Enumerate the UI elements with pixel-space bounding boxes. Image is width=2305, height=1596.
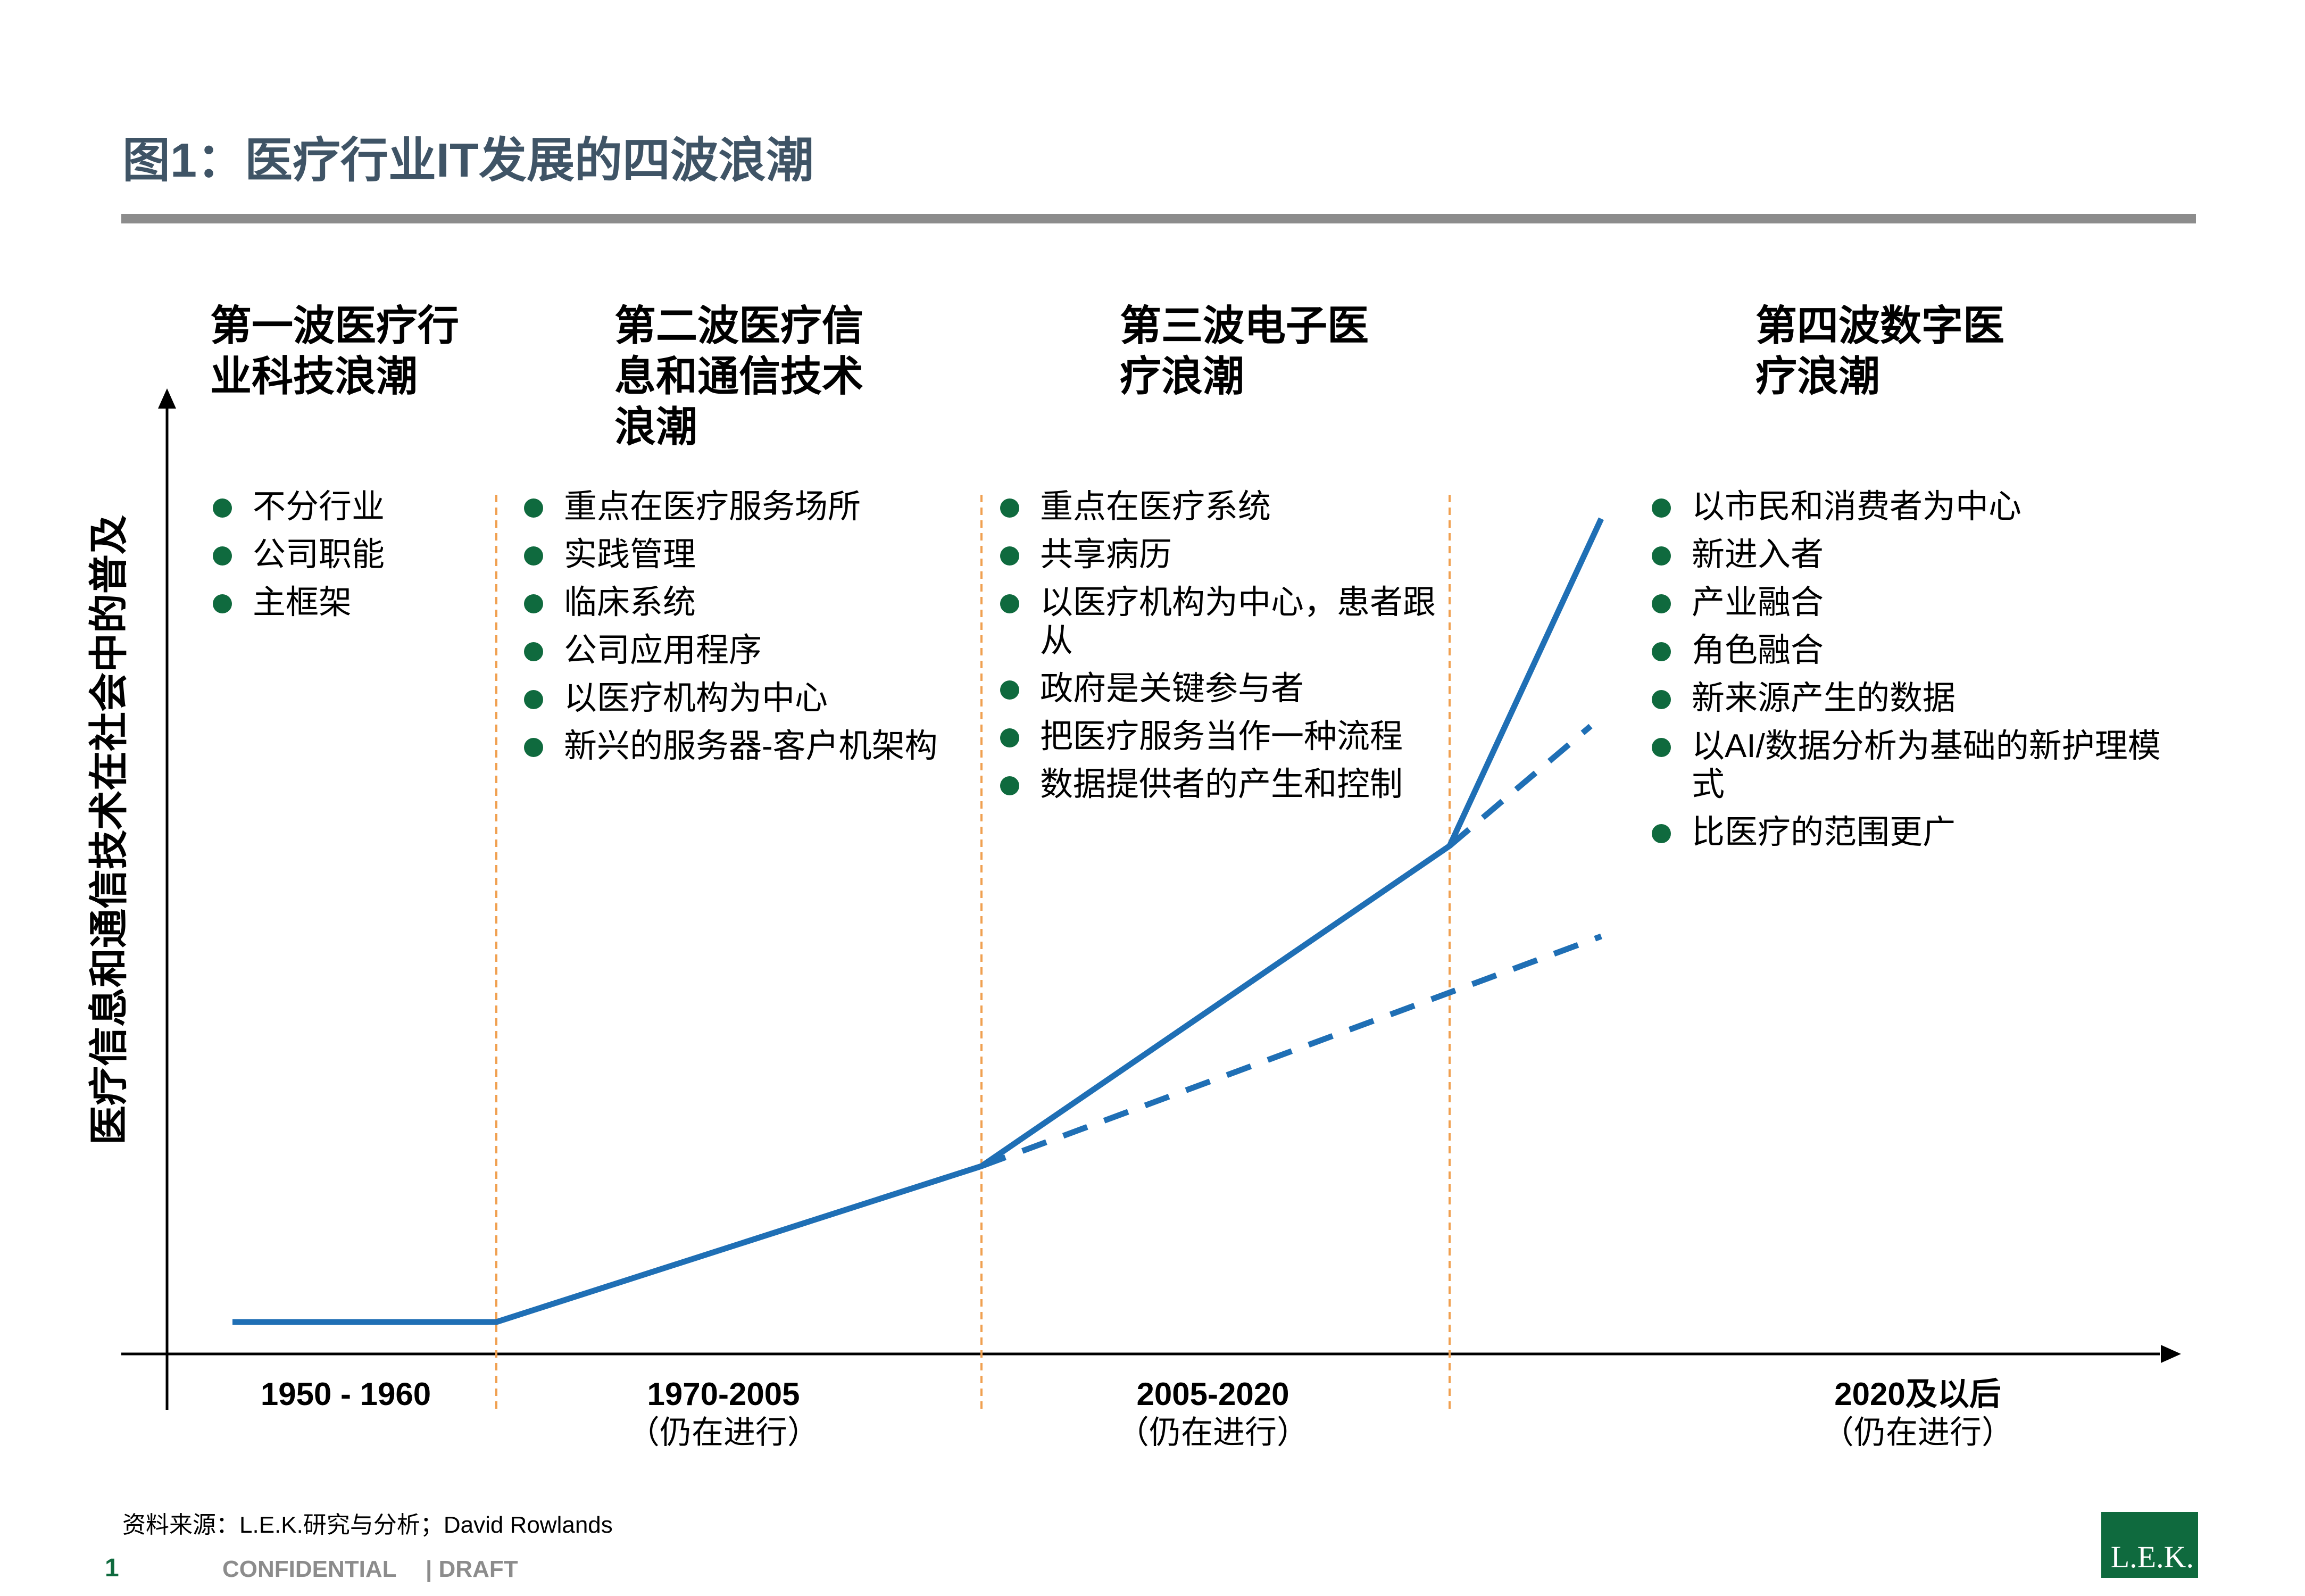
adoption-curve-dashed-wave2 <box>980 933 1602 1169</box>
bullet-dot-icon <box>524 546 543 566</box>
period-status: （仍在进行） <box>628 1415 819 1450</box>
bullet-dot-icon <box>1652 594 1671 613</box>
bullet-item: 公司应用程序 <box>524 627 976 675</box>
wave-2-title-line: 息和通信技术 <box>614 353 864 400</box>
period-years: 2020及以后 <box>1834 1376 2001 1412</box>
bullet-item: 共享病历 <box>1000 531 1447 579</box>
bullet-dot-icon <box>213 546 232 566</box>
bullet-dot-icon <box>524 594 543 613</box>
bullet-item: 数据提供者的产生和控制 <box>1000 761 1447 809</box>
bullet-item: 公司职能 <box>213 531 468 579</box>
bullet-dot-icon <box>213 594 232 613</box>
wave-3-title-line: 第三波电子医 <box>1120 302 1369 349</box>
bullet-item: 主框架 <box>213 579 468 627</box>
bullet-item: 新兴的服务器-客户机架构 <box>524 722 976 770</box>
bullet-item: 政府是关键参与者 <box>1000 665 1447 713</box>
wave-4-title: 第四波数字医 疗浪潮 <box>1755 301 2004 402</box>
page-number: 1 <box>105 1554 119 1582</box>
lek-logo: L.E.K. <box>2101 1512 2198 1578</box>
period-label-4: 2020及以后 （仍在进行） <box>1732 1375 2104 1452</box>
period-status: （仍在进行） <box>1117 1415 1309 1450</box>
lek-logo-text: L.E.K. <box>2110 1540 2194 1574</box>
bullet-dot-icon <box>1000 728 1019 747</box>
period-years: 2005-2020 <box>1136 1376 1289 1412</box>
bullet-dot-icon <box>1652 738 1671 757</box>
bullet-dot-icon <box>524 738 543 757</box>
wave-1-title-line: 业科技浪潮 <box>210 353 418 400</box>
bullet-item: 重点在医疗服务场所 <box>524 483 976 531</box>
wave-3-bullets: 重点在医疗系统 共享病历 以医疗机构为中心，患者跟 从 政府是关键参与者 把医疗… <box>1000 483 1447 809</box>
confidential-label: CONFIDENTIAL <box>222 1556 397 1582</box>
wave-2-title-line: 浪潮 <box>614 403 698 450</box>
wave-3-title-line: 疗浪潮 <box>1120 353 1245 400</box>
bullet-item: 新来源产生的数据 <box>1652 675 2194 722</box>
bullet-dot-icon <box>1652 690 1671 709</box>
bullet-dot-icon <box>1000 680 1019 700</box>
period-label-3: 2005-2020 （仍在进行） <box>1027 1375 1399 1452</box>
period-years: 1970-2005 <box>647 1376 800 1412</box>
page-title: 图1：医疗行业IT发展的四波浪潮 <box>122 134 814 187</box>
wave-3-title: 第三波电子医 疗浪潮 <box>1120 301 1369 402</box>
bullet-dot-icon <box>1652 824 1671 843</box>
bullet-item: 重点在医疗系统 <box>1000 483 1447 531</box>
wave-4-title-line: 疗浪潮 <box>1755 353 1880 400</box>
bullet-item: 以市民和消费者为中心 <box>1652 483 2194 531</box>
y-axis-label: 医疗信息和通信技术在社会中的普及 <box>87 515 131 1145</box>
wave-1-title-line: 第一波医疗行 <box>210 302 460 349</box>
bullet-item: 新进入者 <box>1652 531 2194 579</box>
bullet-item: 以AI/数据分析为基础的新护理模 式 <box>1652 727 2194 804</box>
bullet-item: 以医疗机构为中心 <box>524 675 976 722</box>
adoption-curve-dashed-wave3 <box>1447 724 1593 849</box>
period-status: （仍在进行） <box>1822 1415 2013 1450</box>
wave-1-title: 第一波医疗行 业科技浪潮 <box>210 301 459 402</box>
y-axis-arrow <box>158 388 176 409</box>
bullet-dot-icon <box>1000 776 1019 795</box>
title-rule <box>121 214 2196 223</box>
bullet-item: 实践管理 <box>524 531 976 579</box>
wave-2-title: 第二波医疗信 息和通信技术 浪潮 <box>614 301 863 452</box>
bullet-item: 产业融合 <box>1652 579 2194 627</box>
bullet-dot-icon <box>524 642 543 661</box>
draft-label: | DRAFT <box>426 1556 518 1582</box>
wave-4-bullets: 以市民和消费者为中心 新进入者 产业融合 角色融合 新来源产生的数据 以AI/数… <box>1652 483 2194 857</box>
period-label-2: 1970-2005 （仍在进行） <box>537 1375 910 1452</box>
period-years: 1950 - 1960 <box>260 1376 431 1412</box>
bullet-dot-icon <box>1652 498 1671 518</box>
bullet-item: 角色融合 <box>1652 627 2194 675</box>
bullet-dot-icon <box>1652 546 1671 566</box>
bullet-dot-icon <box>1652 642 1671 661</box>
bullet-dot-icon <box>524 690 543 709</box>
wave-4-title-line: 第四波数字医 <box>1755 302 2005 349</box>
bullet-dot-icon <box>1000 546 1019 566</box>
bullet-dot-icon <box>213 498 232 518</box>
bullet-item: 把医疗服务当作一种流程 <box>1000 713 1447 761</box>
bullet-dot-icon <box>1000 498 1019 518</box>
bullet-dot-icon <box>524 498 543 518</box>
bullet-item: 以医疗机构为中心，患者跟 从 <box>1000 584 1447 660</box>
bullet-item: 临床系统 <box>524 579 976 627</box>
wave-2-title-line: 第二波医疗信 <box>614 302 864 349</box>
bullet-item: 不分行业 <box>213 483 468 531</box>
wave-2-bullets: 重点在医疗服务场所 实践管理 临床系统 公司应用程序 以医疗机构为中心 新兴的服… <box>524 483 976 770</box>
wave-1-bullets: 不分行业 公司职能 主框架 <box>213 483 468 627</box>
bullet-item: 比医疗的范围更广 <box>1652 809 2194 857</box>
x-axis-arrow <box>2161 1345 2181 1363</box>
source-note: 资料来源：L.E.K.研究与分析；David Rowlands <box>122 1512 613 1538</box>
bullet-dot-icon <box>1000 594 1019 613</box>
period-label-1: 1950 - 1960 <box>160 1375 532 1414</box>
